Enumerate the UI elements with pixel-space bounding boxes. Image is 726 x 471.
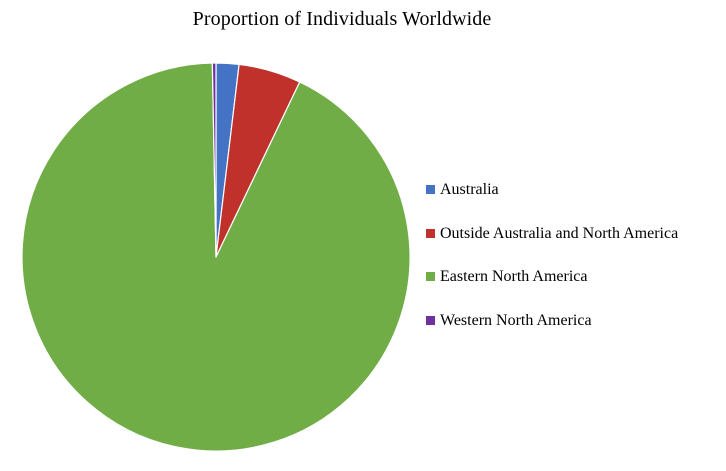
legend-label-eastern-north-america: Eastern North America (440, 268, 588, 285)
legend-item-eastern-north-america: Eastern North America (426, 267, 588, 287)
legend-swatch-australia (426, 185, 435, 194)
pie-slice-western-north-america (211, 62, 217, 258)
pie-slice-eastern-north-america (21, 62, 411, 452)
chart-title: Proportion of Individuals Worldwide (192, 8, 492, 30)
legend-swatch-outside-australia-and-north-america (426, 229, 435, 238)
legend-item-western-north-america: Western North America (426, 311, 592, 331)
legend-label-western-north-america: Western North America (440, 312, 592, 329)
legend-item-australia: Australia (426, 180, 499, 200)
legend-item-outside-australia-and-north-america: Outside Australia and North America (426, 224, 678, 244)
legend-swatch-eastern-north-america (426, 272, 435, 281)
legend-label-australia: Australia (440, 181, 499, 198)
legend-label-outside-australia-and-north-america: Outside Australia and North America (440, 225, 679, 242)
legend-swatch-western-north-america (426, 316, 435, 325)
